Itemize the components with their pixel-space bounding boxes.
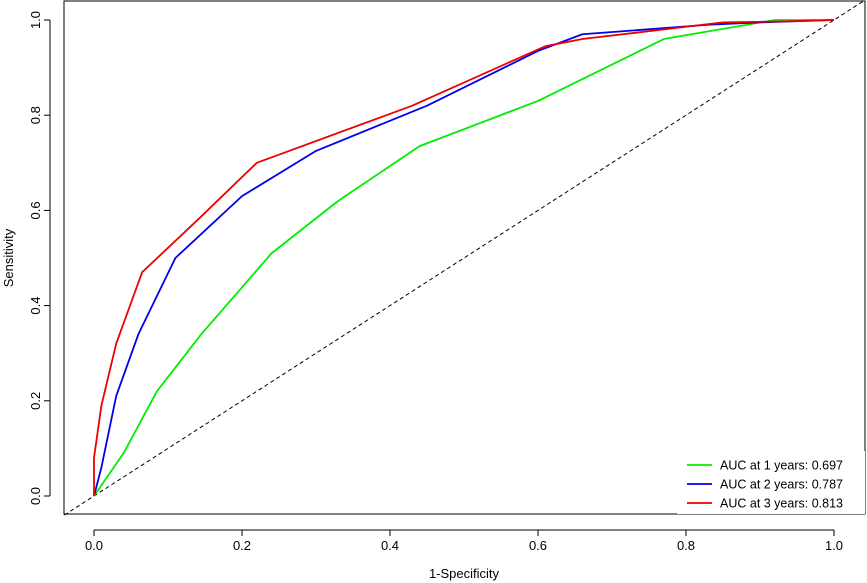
x-tick-label: 0.0	[85, 538, 103, 553]
legend-label-2: AUC at 2 years: 0.787	[720, 478, 843, 492]
y-axis-title: Sensitivity	[1, 228, 16, 287]
reference-diagonal-line	[64, 0, 864, 516]
x-tick-label: 0.6	[529, 538, 547, 553]
y-axis: 0.0 0.2 0.4 0.6 0.8 1.0	[28, 11, 51, 505]
y-tick-label: 0.6	[28, 201, 43, 219]
series-lines	[93, 19, 835, 497]
x-tick-label: 0.2	[233, 538, 251, 553]
x-axis: 0.0 0.2 0.4 0.6 0.8 1.0	[85, 529, 843, 553]
x-tick-label: 1.0	[825, 538, 843, 553]
y-tick-label: 0.8	[28, 106, 43, 124]
x-tick-label: 0.4	[381, 538, 399, 553]
plot-frame	[63, 0, 866, 515]
legend: AUC at 1 years: 0.697 AUC at 2 years: 0.7…	[677, 451, 865, 514]
y-tick-label: 0.4	[28, 297, 43, 315]
series-line-3	[93, 19, 835, 496]
series-line-1	[93, 19, 834, 497]
y-tick-label: 0.0	[28, 487, 43, 505]
y-tick-label: 0.2	[28, 392, 43, 410]
legend-label-1: AUC at 1 years: 0.697	[720, 459, 843, 473]
x-tick-label: 0.8	[677, 538, 695, 553]
x-axis-title: 1-Specificity	[429, 566, 500, 581]
legend-label-3: AUC at 3 years: 0.813	[720, 497, 843, 511]
y-tick-label: 1.0	[28, 11, 43, 29]
